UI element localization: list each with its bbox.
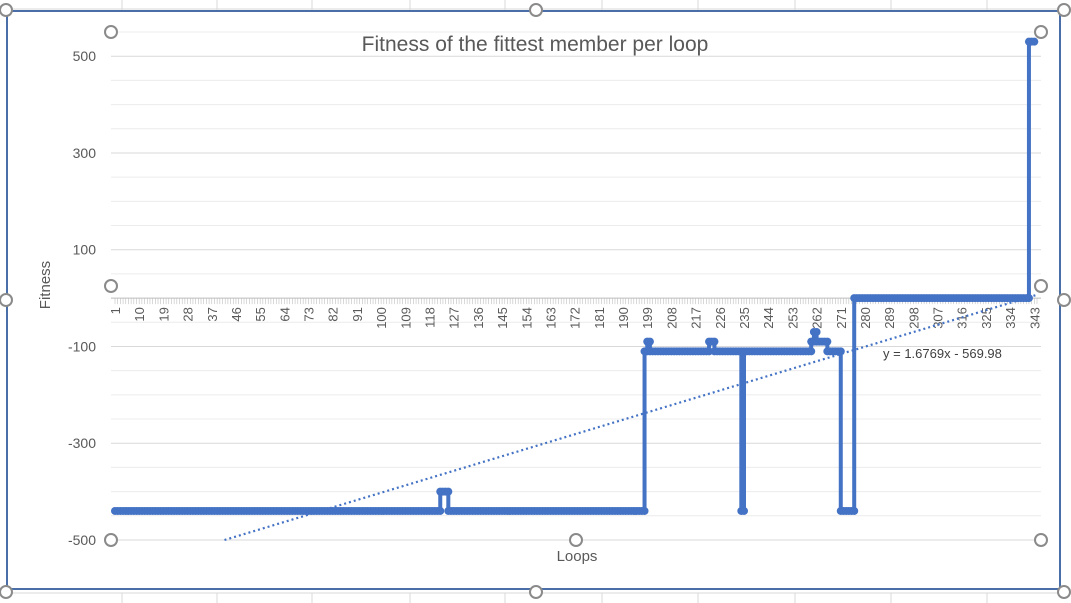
x-tick-label: 253 [785,307,800,329]
x-tick-label: 280 [858,307,873,329]
x-tick-label: 28 [181,307,196,321]
x-tick-label: 289 [882,307,897,329]
x-axis-tick-marks [114,298,1038,305]
x-tick-label: 19 [156,307,171,321]
x-tick-label: 46 [229,307,244,321]
x-tick-label: 145 [495,307,510,329]
y-axis-title[interactable]: Fitness [37,261,54,309]
x-tick-label: 208 [664,307,679,329]
x-tick-label: 136 [471,307,486,329]
x-tick-label: 262 [810,307,825,329]
y-tick-label: 500 [73,48,97,64]
x-tick-label: 73 [302,307,317,321]
x-tick-label: 217 [689,307,704,329]
y-axis-tick-labels: 500 300 100 -100 -300 -500 [68,48,96,548]
x-axis-tick-labels: 1 10 19 28 37 46 55 64 73 82 91 100 109 118 127 136 145 1… [108,307,1042,329]
x-tick-label: 172 [568,307,583,329]
y-tick-label: -500 [68,532,96,548]
y-tick-label: -100 [68,338,96,354]
x-tick-label: 199 [640,307,655,329]
resize-handle-top-right[interactable] [1057,3,1071,17]
x-tick-label: 100 [374,307,389,329]
x-tick-label: 1 [108,307,123,314]
x-tick-label: 118 [423,307,438,328]
x-tick-label: 298 [906,307,921,329]
trendline-group [224,293,1038,542]
resize-handles[interactable] [0,3,1071,599]
x-tick-label: 271 [834,307,849,329]
trendline[interactable] [224,293,1038,542]
x-tick-label: 82 [326,307,341,321]
series-group [111,37,1039,515]
y-tick-label: 300 [73,145,97,161]
resize-handle-right[interactable] [1057,293,1071,307]
plot-handle-bottom-left[interactable] [104,533,118,547]
x-tick-label: 343 [1027,307,1042,329]
data-point[interactable] [807,347,816,356]
x-tick-label: 55 [253,307,268,321]
resize-handle-bottom[interactable] [529,585,543,599]
chart-title[interactable]: Fitness of the fittest member per loop [362,33,709,56]
data-point[interactable] [710,337,719,346]
data-point[interactable] [740,506,749,515]
y-tick-label: 100 [73,242,97,258]
data-point[interactable] [836,347,845,356]
y-tick-label: -300 [68,435,96,451]
x-axis-title[interactable]: Loops [557,548,598,565]
data-point[interactable] [640,506,649,515]
plot-handle-top-left[interactable] [104,25,118,39]
resize-handle-bottom-right[interactable] [1057,585,1071,599]
resize-handle-top-left[interactable] [0,3,13,17]
plot-handle-bottom-right[interactable] [1034,533,1048,547]
x-tick-label: 154 [519,307,534,329]
x-tick-label: 37 [205,307,220,321]
x-tick-label: 226 [713,307,728,329]
data-point[interactable] [1024,294,1033,303]
x-tick-label: 307 [931,307,946,329]
data-point[interactable] [850,506,859,515]
plot-handle-top-right[interactable] [1034,25,1048,39]
x-tick-label: 235 [737,307,752,329]
x-tick-label: 334 [1003,307,1018,329]
data-point[interactable] [812,327,821,336]
data-point[interactable] [823,337,832,346]
resize-handle-bottom-left[interactable] [0,585,13,599]
resize-handle-top[interactable] [529,3,543,17]
plot-handle-bottom[interactable] [569,533,583,547]
x-tick-label: 181 [592,307,607,329]
data-point[interactable] [1030,37,1039,46]
gridlines [111,31,1041,541]
plot-handle-right[interactable] [1034,279,1048,293]
data-point[interactable] [436,506,445,515]
x-tick-label: 64 [277,307,292,321]
resize-handle-left[interactable] [0,293,13,307]
x-tick-label: 190 [616,307,631,329]
x-tick-label: 325 [979,307,994,329]
trendline-label[interactable]: y = 1.6769x - 569.98 [883,346,1002,361]
x-tick-label: 109 [398,307,413,329]
data-point[interactable] [444,487,453,496]
x-tick-label: 10 [132,307,147,321]
series-line[interactable] [115,39,1035,513]
x-tick-label: 163 [543,307,558,329]
x-tick-label: 127 [447,307,462,329]
x-tick-label: 91 [350,307,365,321]
plot-handle-left[interactable] [104,279,118,293]
data-point[interactable] [645,337,654,346]
x-tick-label: 244 [761,307,776,329]
